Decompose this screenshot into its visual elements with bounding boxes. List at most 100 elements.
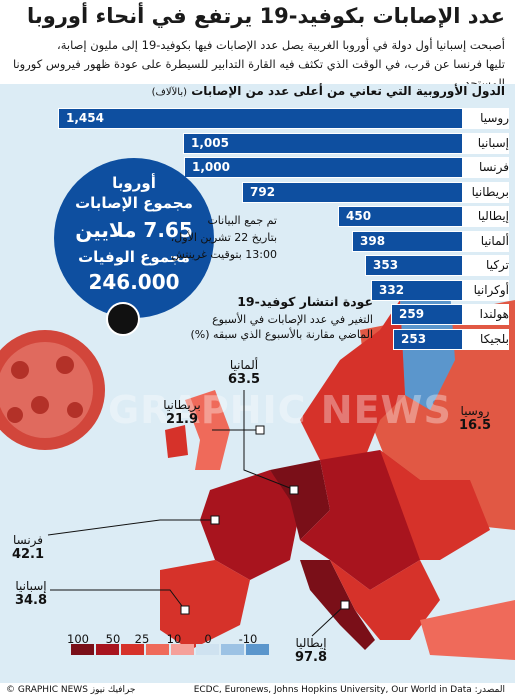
data-collection-note: تم جمع البيانات بتاريخ 22 تشرين الأول، 1… [167,212,277,263]
bar-row: 332 أوكرانيا [0,279,515,301]
map-central-east [300,450,420,590]
bar-row: 1,454 روسيا [0,108,515,129]
total-deaths-label: مجموع الوفيات [78,248,190,266]
bar-value-label: 332 [379,282,405,297]
legend-swatch [71,644,94,655]
legend-swatch [221,644,244,655]
bar: 398 [352,230,463,252]
europe-marker-dot [106,302,140,336]
bar-category-label: هولندا [463,304,509,325]
bar-chart-heading: الدول الأوروبية التي تعاني من أعلى عدد م… [152,84,505,98]
map-france [200,470,300,580]
bar-row: 1,005 إسبانيا [0,132,515,154]
callout-name: روسيا [460,404,490,418]
note-line-2: بتاريخ 22 تشرين الأول، [170,231,277,244]
total-deaths-value: 246.000 [88,270,180,294]
note-line-1: تم جمع البيانات [207,214,277,227]
bar-chart-unit: (بالآلاف) [151,87,187,98]
source: المصدر: ECDC, Euronews, Johns Hopkins Un… [193,685,505,695]
bar-row: 253 بلجيكا [0,328,515,350]
bar-row: 792 بريطانيا [0,181,515,203]
page-subtitle: أصبحت إسبانيا أول دولة في أوروبا الغربية… [6,36,505,93]
legend-swatch [146,644,169,655]
bar-category-label: ألمانيا [463,230,509,252]
bar-value-label: 450 [346,209,372,223]
legend-swatch [121,644,144,655]
legend-label: 0 [204,632,212,646]
bar-category-label: إيطاليا [463,206,509,227]
legend-swatch [196,644,219,655]
legend-label: 25 [134,632,150,646]
map-germany [270,460,330,540]
note-line-3: 13:00 بتوقيت غرينتش [171,248,277,261]
bar-category-label: فرنسا [463,157,509,178]
spread-title: عودة انتشار كوفيد-19 [237,294,373,309]
map-ukraine [380,450,490,560]
callout-value: 63.5 [227,372,261,387]
bar-value-label: 1,000 [192,160,230,174]
spread-subtitle: التغير في عدد الإصابات في الأسبوع الماضي… [190,313,373,341]
callout-france: فرنسا 42.1 [8,533,48,562]
page-title: عدد الإصابات بكوفيد-19 يرتفع في أنحاء أو… [27,4,505,28]
bar-category-label: روسيا [463,108,509,129]
legend-label: 50 [105,632,121,646]
bar-category-label: أوكرانيا [463,279,509,301]
legend-swatch [246,644,269,655]
callout-italy: إيطاليا 97.8 [288,636,334,665]
bar-category-label: بريطانيا [463,181,509,203]
callout-value: 16.5 [458,418,492,433]
bar: 1,000 [184,157,463,178]
bar: 259 [391,304,463,325]
bar-category-label: إسبانيا [463,132,509,154]
legend-label: -10 [238,632,258,646]
map-uk [185,390,230,470]
subtitle-line-1: أصبحت إسبانيا أول دولة في أوروبا الغربية… [57,38,505,52]
map-turkey [420,600,515,660]
callout-value: 21.9 [165,412,199,427]
bar: 792 [242,181,463,203]
watermark: GRAPHIC NEWS [108,388,452,432]
callout-name: بريطانيا [163,398,201,412]
bar: 1,005 [183,132,463,154]
bar-chart-title: الدول الأوروبية التي تعاني من أعلى عدد م… [191,84,505,98]
bar-row: 398 ألمانيا [0,230,515,252]
callout-germany: ألمانيا 63.5 [219,358,269,387]
bar-value-label: 353 [373,258,399,272]
bar-value-label: 253 [401,331,427,346]
bar: 353 [365,255,463,276]
legend-label: 100 [67,632,89,646]
map-italy [300,560,375,650]
callout-name: إسبانيا [15,579,47,593]
callout-uk: بريطانيا 21.9 [152,398,212,427]
map-balkans [330,560,440,640]
legend-swatch [96,644,119,655]
callout-name: ألمانيا [229,358,259,372]
callout-spain: إسبانيا 34.8 [8,579,54,608]
bar: 450 [338,206,463,227]
legend-label: 10 [166,632,182,646]
bar-value-label: 259 [399,307,425,321]
virus-illustration [0,330,105,450]
bar-value-label: 398 [360,233,386,248]
total-cases-value: 7.65 ملايين [75,218,193,242]
callout-value: 42.1 [11,547,45,562]
callout-name: فرنسا [12,533,44,547]
legend-swatch [171,644,194,655]
bar: 1,454 [58,108,463,129]
bar-value-label: 792 [250,184,276,199]
bar: 332 [371,279,463,301]
bar-row: 259 هولندا [0,304,515,325]
bar-value-label: 1,454 [66,111,104,125]
map-iberia [160,560,250,650]
bar-value-label: 1,005 [191,135,229,150]
bar: 253 [393,328,463,350]
callout-value: 34.8 [14,593,48,608]
footer: © GRAPHIC NEWS جرافيك نيوز المصدر: ECDC,… [0,683,515,700]
credit: © GRAPHIC NEWS جرافيك نيوز [6,685,136,695]
bar-row: 1,000 فرنسا [0,157,515,178]
header: عدد الإصابات بكوفيد-19 يرتفع في أنحاء أو… [0,0,515,90]
bar-category-label: تركيا [463,255,509,276]
bar-row: 450 إيطاليا [0,206,515,227]
europe-totals-circle: أوروبا مجموع الإصابات 7.65 ملايين مجموع … [54,158,214,318]
